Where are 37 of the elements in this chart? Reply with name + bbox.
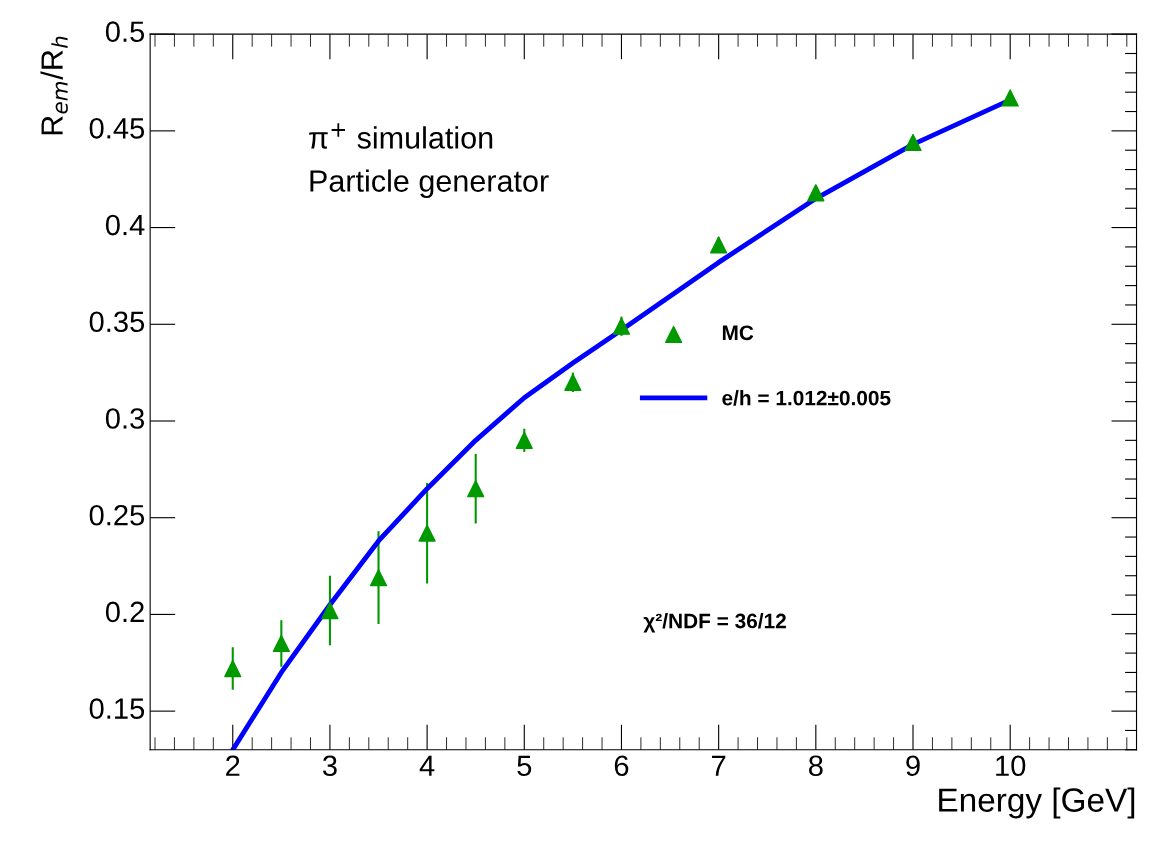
point xyxy=(467,480,485,498)
legend-label: MC xyxy=(722,325,754,341)
point xyxy=(515,431,533,449)
annotation: Particle generator xyxy=(310,169,549,198)
x-tick-label: 8 xyxy=(808,755,823,777)
y-tick-label: 0.15 xyxy=(89,698,145,719)
point xyxy=(564,373,582,391)
annotation: π$^{+}$ simulation xyxy=(309,123,493,149)
point xyxy=(369,569,388,587)
y-tick-label: 0.5 xyxy=(105,21,145,42)
y-tick-label: 0.4 xyxy=(105,214,145,236)
x-tick-label: 4 xyxy=(419,755,435,776)
x-tick-label: 2 xyxy=(226,755,240,776)
annotation: χ²/NDF = 36/12 xyxy=(643,613,786,633)
point xyxy=(321,601,339,620)
x-tick-label: 7 xyxy=(712,755,726,776)
point xyxy=(418,524,436,542)
point xyxy=(904,133,922,152)
y-tick-label: 0.35 xyxy=(89,311,145,333)
x-axis-title: Energy [GeV] xyxy=(939,787,1135,819)
y-axis-title: R$_{em}$/R$_{h}$ xyxy=(40,36,68,135)
point xyxy=(612,317,631,335)
y-tick-label: 0.45 xyxy=(89,118,145,139)
point xyxy=(224,659,242,678)
x-tick-label: 3 xyxy=(322,755,337,777)
y-tick-label: 0.3 xyxy=(105,408,145,429)
point xyxy=(807,184,825,202)
x-tick-label: 9 xyxy=(906,755,920,777)
y-tick-label: 0.25 xyxy=(89,504,145,526)
point xyxy=(272,634,290,653)
x-tick-label: 6 xyxy=(614,755,629,777)
x-tick-label: 5 xyxy=(517,755,532,777)
point xyxy=(710,236,728,254)
legend-label: e/h = 1.012±0.005 xyxy=(722,390,891,406)
x-tick-label: 10 xyxy=(996,755,1026,777)
y-tick-label: 0.2 xyxy=(105,601,144,623)
point xyxy=(1001,89,1019,107)
